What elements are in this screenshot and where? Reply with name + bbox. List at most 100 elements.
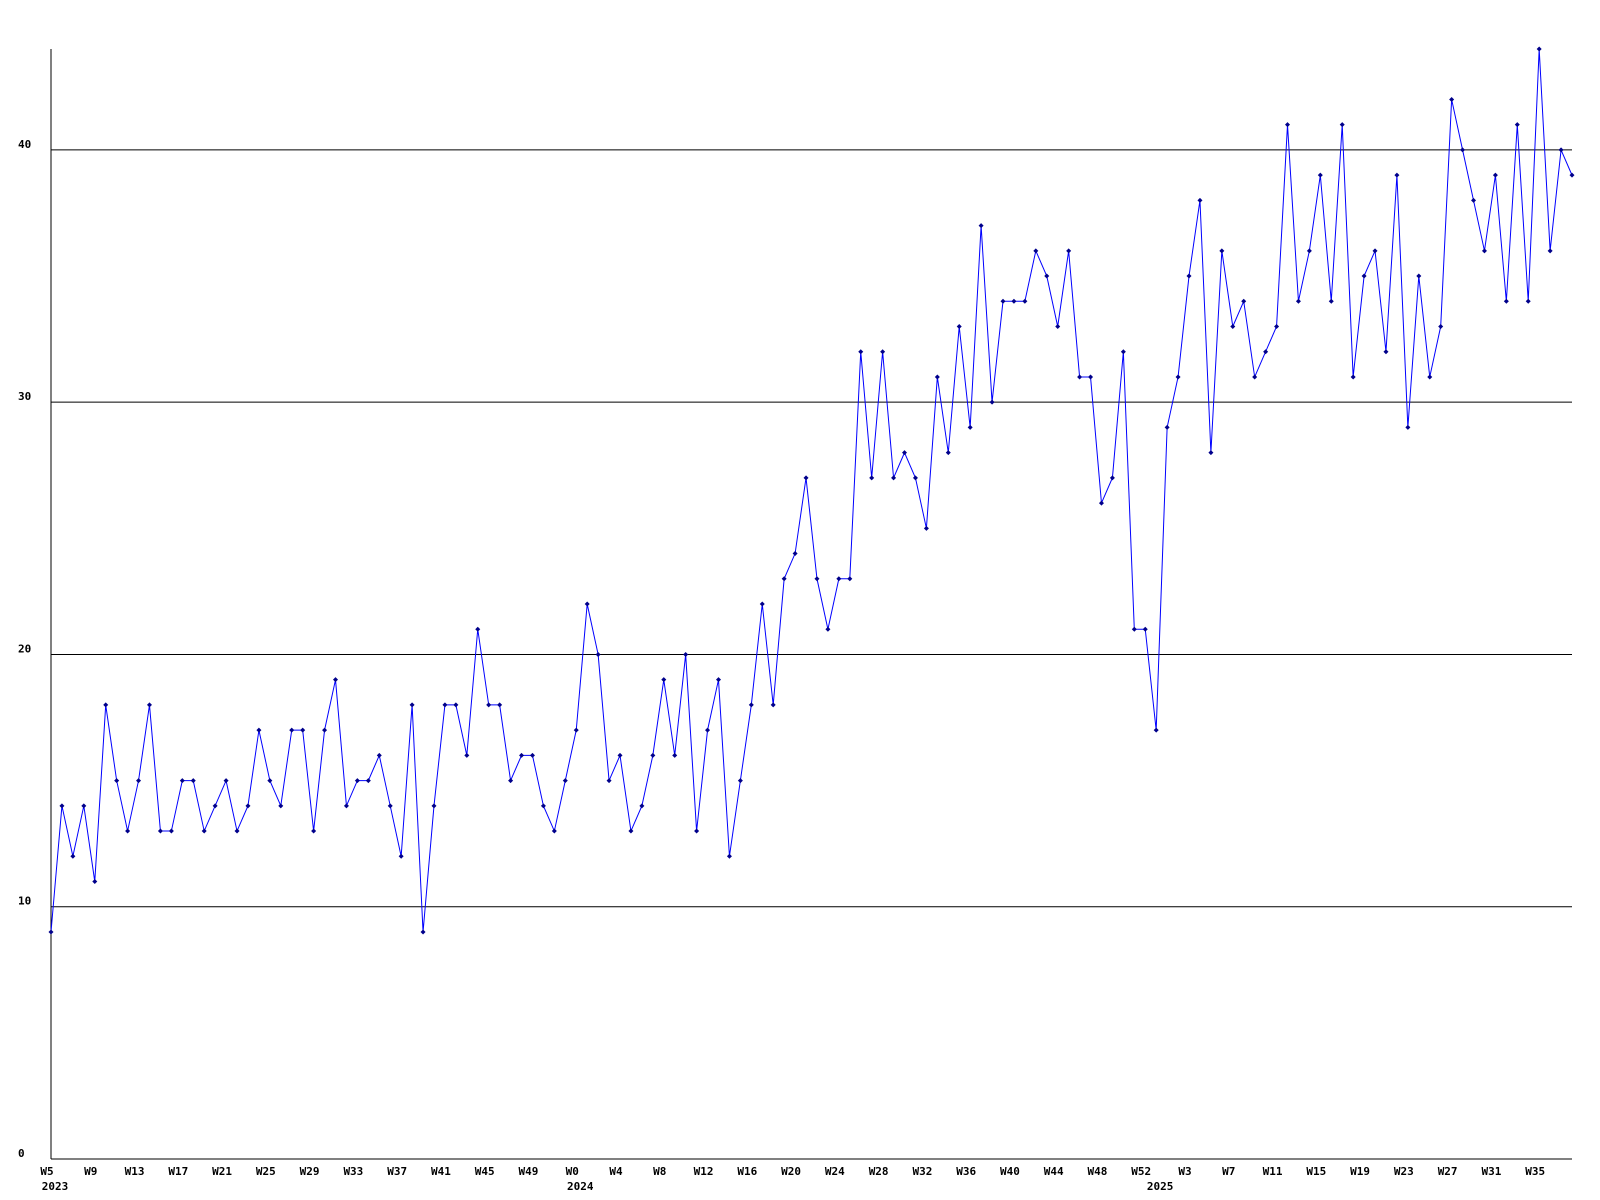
data-point [179, 778, 185, 784]
data-point [978, 223, 984, 229]
data-point [114, 778, 120, 784]
data-point [923, 525, 929, 531]
data-point [376, 752, 382, 758]
x-tick-label: W20 [781, 1165, 801, 1178]
data-point [365, 778, 371, 784]
data-point [311, 828, 317, 834]
data-point [1131, 626, 1137, 632]
x-tick-label: W8 [653, 1165, 666, 1178]
data-point [1558, 147, 1564, 153]
data-point [683, 651, 689, 657]
x-tick-label: W27 [1438, 1165, 1458, 1178]
data-point [1044, 273, 1050, 279]
data-point [748, 702, 754, 708]
data-point [1230, 324, 1236, 329]
data-point [792, 551, 798, 557]
data-point [1295, 298, 1301, 304]
data-point [1481, 248, 1487, 254]
y-tick-label: 20 [18, 642, 31, 655]
x-tick-label: W5 [40, 1165, 53, 1178]
x-tick-label: W9 [84, 1165, 97, 1178]
data-point [661, 677, 667, 683]
data-point [92, 879, 98, 884]
x-tick-label: W32 [912, 1165, 932, 1178]
data-point [343, 803, 349, 809]
data-point [103, 702, 109, 708]
x-tick-label: W44 [1044, 1165, 1064, 1178]
x-tick-label: W36 [956, 1165, 976, 1178]
y-tick-label: 40 [18, 138, 31, 151]
data-point [1241, 298, 1247, 304]
data-point [1438, 324, 1444, 329]
y-tick-label: 30 [18, 390, 31, 403]
year-label: 2023 [42, 1180, 69, 1193]
data-point [1460, 147, 1466, 153]
data-point [814, 576, 820, 582]
x-tick-label: W12 [694, 1165, 714, 1178]
data-point [672, 752, 678, 758]
data-point [486, 702, 492, 708]
data-point [1317, 172, 1323, 178]
x-tick-label: W7 [1222, 1165, 1235, 1178]
data-point [1186, 273, 1192, 279]
x-tick-label: W13 [125, 1165, 145, 1178]
data-point [694, 828, 700, 834]
data-point [212, 803, 218, 809]
data-point [519, 752, 525, 758]
data-point [1055, 324, 1061, 329]
x-tick-label: W15 [1306, 1165, 1326, 1178]
data-point [1383, 349, 1389, 355]
x-tick-label: W0 [566, 1165, 579, 1178]
data-point [1416, 273, 1422, 279]
data-point [1109, 475, 1115, 481]
data-point [1394, 172, 1400, 178]
data-point [354, 778, 360, 784]
data-point [70, 853, 76, 859]
data-point [300, 727, 306, 733]
data-point [1153, 727, 1159, 733]
data-point [529, 752, 535, 758]
data-point [847, 576, 853, 582]
data-point [989, 399, 995, 405]
data-point [606, 778, 612, 784]
data-point [136, 778, 142, 784]
x-tick-label: W29 [300, 1165, 320, 1178]
data-point [1492, 172, 1498, 178]
x-tick-label: W52 [1131, 1165, 1151, 1178]
data-point [1503, 298, 1509, 304]
data-point [464, 752, 470, 758]
x-tick-label: W17 [168, 1165, 188, 1178]
x-tick-label: W40 [1000, 1165, 1020, 1178]
data-point [409, 702, 415, 708]
data-point [1066, 248, 1072, 254]
x-tick-label: W3 [1178, 1165, 1191, 1178]
x-tick-label: W28 [869, 1165, 889, 1178]
data-point [781, 576, 787, 582]
data-point [1525, 298, 1531, 304]
data-point [1514, 122, 1520, 128]
data-point [267, 778, 273, 784]
data-point [650, 752, 656, 758]
data-point [508, 778, 514, 784]
data-point [1000, 298, 1006, 304]
data-point [475, 626, 481, 632]
data-point [201, 828, 207, 834]
data-point [902, 450, 908, 456]
data-point [1350, 374, 1356, 380]
x-tick-label: W48 [1088, 1165, 1108, 1178]
x-tick-label: W24 [825, 1165, 845, 1178]
data-point [245, 803, 251, 809]
data-point [880, 349, 886, 355]
x-tick-label: W19 [1350, 1165, 1370, 1178]
data-point [1274, 324, 1280, 329]
data-point [1164, 424, 1170, 430]
data-point [715, 677, 721, 683]
data-point [1328, 298, 1334, 304]
data-point [1547, 248, 1553, 254]
data-point [387, 803, 393, 809]
data-point [1361, 273, 1367, 279]
data-point [912, 475, 918, 481]
data-point [190, 778, 196, 784]
x-tick-label: W4 [609, 1165, 623, 1178]
